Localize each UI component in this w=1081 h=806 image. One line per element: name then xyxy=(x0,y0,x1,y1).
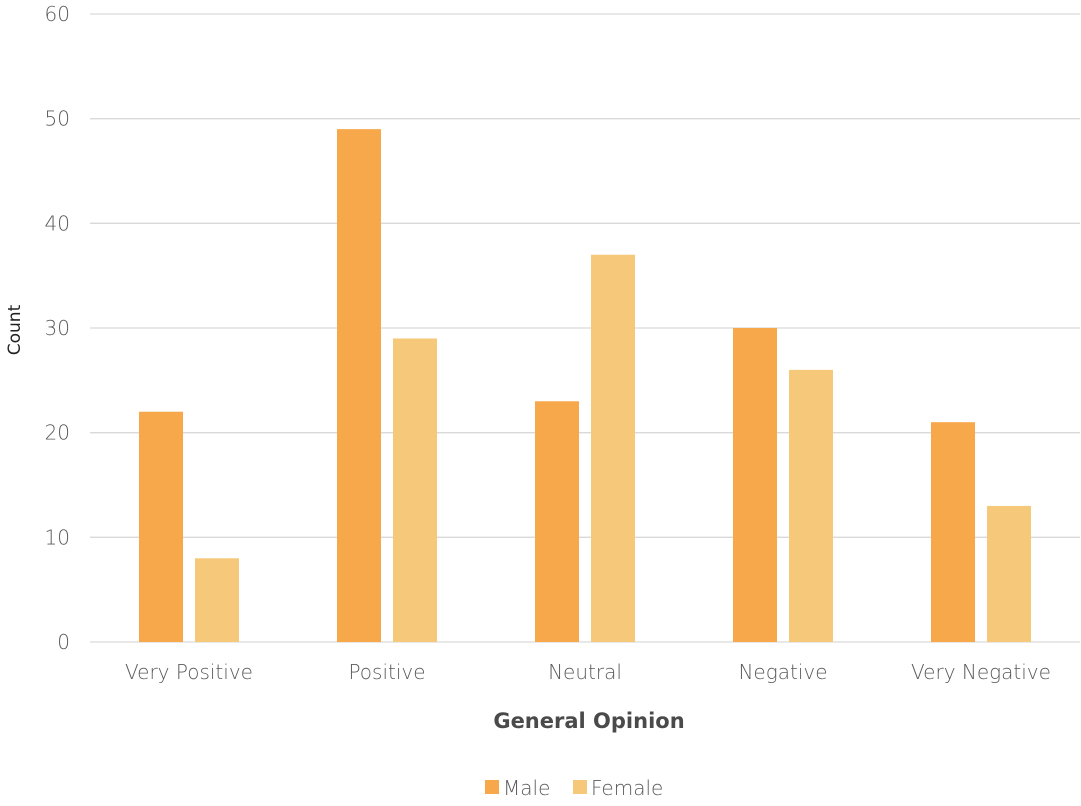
legend-label-female: Female xyxy=(591,776,663,800)
bar-male-very-negative xyxy=(931,422,975,642)
x-tick-label: Negative xyxy=(738,660,827,684)
y-tick-label: 60 xyxy=(45,2,70,26)
legend-label-male: Male xyxy=(503,776,550,800)
x-axis-ticks: Very Positive Positive Neutral Negative Very… xyxy=(125,660,1051,684)
y-axis-title: Count xyxy=(5,304,25,355)
x-tick-label: Positive xyxy=(348,660,425,684)
y-tick-label: 40 xyxy=(45,211,70,235)
legend-swatch-male xyxy=(485,780,499,794)
y-tick-label: 20 xyxy=(45,421,70,445)
bar-female-neutral xyxy=(591,254,635,642)
y-tick-label: 30 xyxy=(45,316,70,340)
y-tick-label: 0 xyxy=(57,630,70,654)
x-tick-label: Very Positive xyxy=(125,660,253,684)
bar-female-negative xyxy=(789,369,833,642)
y-axis-ticks: 0 10 20 30 40 50 60 xyxy=(45,2,70,654)
y-tick-label: 50 xyxy=(45,107,70,131)
legend-swatch-female xyxy=(573,780,587,794)
bar-female-positive xyxy=(393,338,437,642)
legend: Male Female xyxy=(485,776,663,800)
x-tick-label: Neutral xyxy=(548,660,622,684)
bars xyxy=(139,129,1031,643)
bar-female-very-positive xyxy=(195,558,239,642)
bar-male-neutral xyxy=(535,401,579,642)
bar-female-very-negative xyxy=(987,505,1031,642)
bar-male-negative xyxy=(733,328,777,642)
y-tick-label: 10 xyxy=(45,525,70,549)
bar-male-positive xyxy=(337,129,381,643)
gridlines xyxy=(90,13,1080,643)
bar-male-very-positive xyxy=(139,411,183,642)
x-tick-label: Very Negative xyxy=(911,660,1051,684)
x-axis-title: General Opinion xyxy=(493,709,684,733)
